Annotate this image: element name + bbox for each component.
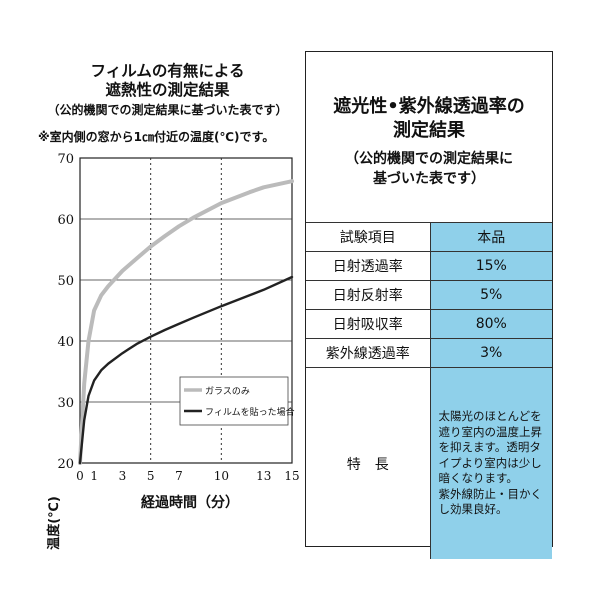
x-tick-label: 3 — [119, 469, 127, 483]
x-tick-label: 0 — [76, 469, 84, 483]
legend-box — [179, 376, 289, 426]
table-row: 日射反射率 5% — [306, 280, 552, 310]
chart-subtitle: （公的機関での測定結果に基づいた表です） — [47, 103, 288, 117]
panel-subtitle-line1: （公的機関での測定結果に — [345, 151, 513, 167]
legend-label: フィルムを貼った場合 — [205, 406, 295, 418]
y-tick-label: 40 — [57, 335, 74, 350]
feature-line: 遮り室内の温度上昇 — [438, 424, 543, 439]
feature-label: 特 長 — [306, 367, 431, 559]
table-row: 日射吸収率 80% — [306, 309, 552, 339]
spec-table: 試験項目 本品 日射透過率 15% 日射反射率 5% 日射吸収率 80% 紫外線… — [306, 222, 552, 559]
chart-heading: フィルムの有無による 遮熱性の測定結果 （公的機関での測定結果に基づいた表です） — [40, 62, 295, 118]
x-tick-label: 7 — [175, 469, 183, 483]
row-label: 紫外線透過率 — [306, 338, 431, 368]
legend-label: ガラスのみ — [205, 386, 250, 397]
x-axis-label: 経過時間（分） — [141, 494, 239, 511]
table-row: 日射透過率 15% — [306, 251, 552, 281]
x-tick-label: 10 — [214, 469, 229, 483]
header-value-cell: 本品 — [429, 222, 552, 252]
x-tick-label: 1 — [90, 469, 98, 483]
y-tick-label: 50 — [57, 274, 74, 289]
feature-line: を抑えます。透明タ — [438, 440, 541, 455]
chart-title-line2: 遮熱性の測定結果 — [105, 81, 230, 99]
x-tick-label: 13 — [256, 469, 271, 483]
y-tick-label: 70 — [57, 152, 74, 167]
feature-line: 暗くなります。 — [438, 471, 518, 486]
y-axis-label: 温度(℃) — [46, 496, 62, 550]
panel-title-line1: 遮光性•紫外線透過率の — [333, 96, 525, 117]
y-tick-label: 30 — [57, 396, 74, 411]
feature-description: 太陽光のほとんどを 遮り室内の温度上昇 を抑えます。透明タ イプより室内は少し … — [431, 409, 553, 518]
header-item-cell: 試験項目 — [306, 222, 431, 252]
chart-title-line1: フィルムの有無による — [90, 62, 245, 80]
table-header-row: 試験項目 本品 — [306, 222, 552, 252]
panel-subtitle-line2: 基づいた表です） — [373, 171, 485, 187]
feature-line: 太陽光のほとんどを — [438, 409, 542, 424]
feature-line: 紫外線防止・目かく — [438, 486, 543, 501]
row-value: 3% — [429, 338, 552, 368]
x-tick-label: 15 — [284, 469, 299, 483]
feature-line: イプより室内は少し — [438, 455, 542, 470]
y-tick-label: 20 — [57, 457, 74, 472]
results-panel: 遮光性•紫外線透過率の 測定結果 （公的機関での測定結果に 基づいた表です） 試… — [305, 51, 553, 559]
feature-row: 特 長 太陽光のほとんどを 遮り室内の温度上昇 を抑えます。透明タ イプより室内… — [306, 367, 553, 559]
table-row: 紫外線透過率 3% — [306, 338, 552, 368]
series-line — [78, 275, 294, 465]
feature-line: し効果良好。 — [438, 502, 508, 517]
row-label: 日射反射率 — [306, 280, 431, 310]
series-line — [78, 179, 294, 465]
panel-title-line2: 測定結果 — [393, 120, 465, 141]
chart-note: ※室内側の窓から1㎝付近の温度(℃)です。 — [38, 130, 275, 144]
x-tick-label: 5 — [147, 469, 155, 483]
row-label: 日射透過率 — [306, 251, 431, 281]
row-value: 80% — [429, 309, 552, 339]
row-value: 15% — [429, 251, 552, 281]
feature-description-cell: 太陽光のほとんどを 遮り室内の温度上昇 を抑えます。透明タ イプより室内は少し … — [429, 367, 553, 559]
row-value: 5% — [429, 280, 552, 310]
y-tick-label: 60 — [57, 213, 74, 228]
row-label: 日射吸収率 — [306, 309, 431, 339]
